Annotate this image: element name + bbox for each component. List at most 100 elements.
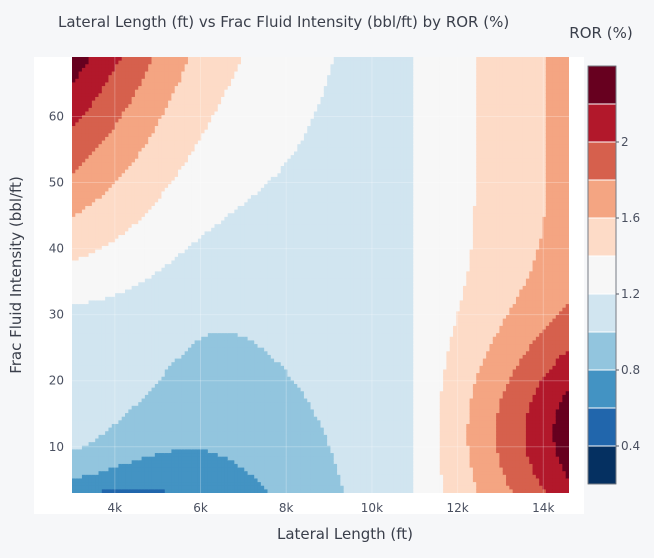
contour-cell	[98, 413, 103, 418]
contour-cell	[115, 376, 119, 381]
contour-cell	[91, 169, 96, 174]
contour-cell	[81, 235, 86, 240]
contour-cell	[131, 296, 136, 302]
contour-cell	[125, 453, 129, 458]
contour-cell	[125, 442, 129, 447]
contour-cell	[81, 460, 86, 465]
contour-cell	[91, 413, 96, 418]
contour-cell	[128, 264, 133, 269]
contour-cell	[131, 333, 136, 338]
contour-cell	[88, 253, 93, 258]
contour-cell	[91, 409, 96, 414]
contour-cell	[131, 344, 136, 349]
contour-cell	[75, 351, 80, 356]
contour-cell	[81, 115, 86, 120]
contour-cell	[72, 100, 76, 105]
contour-cell	[131, 86, 136, 91]
contour-cell	[91, 60, 96, 65]
contour-cell	[101, 122, 106, 127]
contour-cell	[81, 336, 86, 341]
contour-cell	[75, 187, 80, 193]
contour-cell	[125, 249, 129, 254]
contour-cell	[85, 133, 90, 138]
contour-cell	[85, 216, 90, 222]
contour-cell	[81, 140, 86, 145]
contour-cell	[85, 267, 90, 272]
contour-cell	[115, 136, 119, 142]
contour-cell	[118, 293, 123, 298]
contour-cell	[91, 427, 96, 432]
contour-cell	[105, 376, 110, 381]
contour-cell	[101, 67, 106, 73]
contour-cell	[105, 60, 110, 65]
contour-cell	[91, 191, 96, 196]
contour-cell	[101, 314, 106, 320]
contour-cell	[81, 195, 86, 200]
contour-cell	[101, 144, 106, 149]
contour-cell	[95, 253, 100, 258]
contour-cell	[128, 478, 133, 483]
contour-cell	[108, 169, 113, 174]
contour-cell	[131, 166, 136, 171]
contour-cell	[128, 427, 133, 432]
contour-cell	[91, 362, 96, 367]
contour-cell	[98, 275, 103, 280]
contour-cell	[131, 82, 136, 87]
contour-cell	[81, 231, 86, 236]
contour-cell	[121, 314, 126, 320]
contour-cell	[131, 358, 136, 363]
contour-cell	[118, 78, 123, 84]
contour-cell	[115, 107, 119, 113]
contour-cell	[75, 147, 80, 153]
contour-cell	[75, 115, 80, 120]
contour-cell	[105, 373, 110, 378]
contour-cell	[88, 144, 93, 149]
contour-cell	[128, 307, 133, 312]
contour-cell	[118, 387, 123, 392]
contour-cell	[75, 420, 80, 425]
contour-cell	[128, 213, 133, 218]
contour-cell	[98, 271, 103, 276]
contour-cell	[81, 442, 86, 447]
contour-cell	[121, 489, 126, 493]
contour-cell	[78, 300, 83, 305]
contour-cell	[72, 166, 76, 171]
contour-cell	[108, 333, 113, 338]
contour-cell	[125, 60, 129, 65]
contour-cell	[78, 195, 83, 200]
contour-cell	[128, 169, 133, 174]
contour-cell	[108, 202, 113, 207]
contour-cell	[118, 369, 123, 374]
contour-cell	[121, 307, 126, 312]
contour-cell	[128, 304, 133, 309]
contour-cell	[101, 104, 106, 109]
contour-cell	[128, 373, 133, 378]
contour-cell	[88, 75, 93, 80]
contour-cell	[91, 96, 96, 102]
contour-cell	[111, 351, 116, 356]
contour-cell	[134, 136, 139, 142]
contour-cell	[88, 278, 93, 283]
contour-cell	[115, 89, 119, 94]
contour-cell	[111, 325, 116, 331]
contour-cell	[95, 187, 100, 193]
contour-cell	[134, 144, 139, 149]
contour-cell	[121, 293, 126, 298]
contour-cell	[81, 329, 86, 334]
contour-cell	[134, 209, 139, 214]
contour-cell	[128, 96, 133, 102]
contour-cell	[78, 329, 83, 334]
contour-cell	[78, 347, 83, 352]
contour-cell	[131, 474, 136, 480]
contour-cell	[108, 471, 113, 476]
contour-cell	[125, 434, 129, 440]
contour-cell	[111, 278, 116, 283]
contour-cell	[78, 467, 83, 472]
contour-cell	[85, 409, 90, 414]
contour-cell	[108, 478, 113, 483]
contour-cell	[108, 394, 113, 400]
contour-cell	[105, 267, 110, 272]
contour-cell	[85, 209, 90, 214]
contour-cell	[125, 431, 129, 436]
contour-cell	[115, 314, 119, 320]
